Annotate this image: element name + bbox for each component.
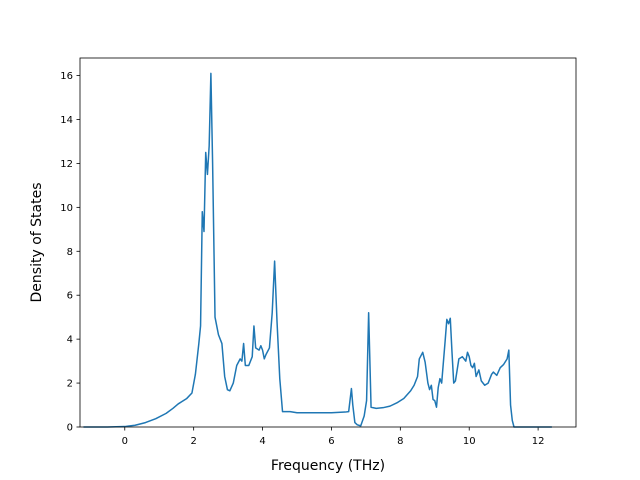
plot-frame xyxy=(79,57,577,428)
y-tick-label: 4 xyxy=(67,335,73,346)
y-tick-label: 6 xyxy=(67,291,73,302)
x-tick-label: 6 xyxy=(328,436,334,447)
y-tick-label: 14 xyxy=(60,115,73,126)
x-axis-label: Frequency (THz) xyxy=(271,458,385,474)
x-tick-label: 0 xyxy=(122,436,128,447)
y-tick-label: 8 xyxy=(67,247,73,258)
y-tick-label: 12 xyxy=(60,159,73,170)
y-tick-label: 2 xyxy=(67,379,73,390)
x-tick-label: 4 xyxy=(259,436,265,447)
x-tick-label: 2 xyxy=(190,436,196,447)
y-axis-ticks: 0 2 4 6 8 10 12 14 16 xyxy=(60,71,80,434)
y-tick-label: 0 xyxy=(67,423,73,434)
series-line xyxy=(83,72,552,428)
x-tick-label: 10 xyxy=(463,436,476,447)
y-tick-label: 10 xyxy=(60,203,73,214)
plot-area xyxy=(80,58,576,427)
x-tick-label: 8 xyxy=(397,436,403,447)
x-tick-label: 12 xyxy=(532,436,545,447)
y-tick-label: 16 xyxy=(60,71,73,82)
y-axis-label: Density of States xyxy=(29,183,45,303)
